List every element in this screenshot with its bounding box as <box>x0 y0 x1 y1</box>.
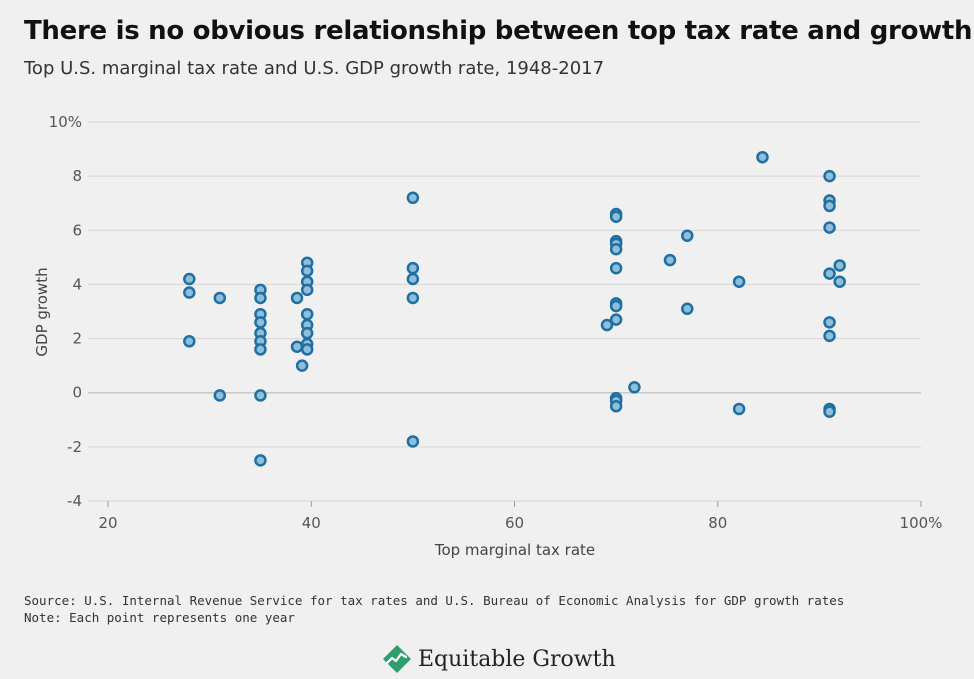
data-point[interactable] <box>663 253 677 267</box>
data-point[interactable] <box>406 272 420 286</box>
data-point[interactable] <box>823 405 836 418</box>
brand-name: Equitable Growth <box>418 646 616 672</box>
data-point[interactable] <box>609 261 623 275</box>
data-point[interactable] <box>254 291 267 305</box>
grid-lines <box>88 121 921 502</box>
footnote: Note: Each point represents one year <box>24 610 295 625</box>
data-point[interactable] <box>681 229 694 242</box>
data-point[interactable] <box>406 435 420 448</box>
x-tick-label: 20 <box>98 514 117 532</box>
x-tick-label: 60 <box>505 514 524 532</box>
data-point[interactable] <box>254 389 267 402</box>
data-points <box>183 150 846 467</box>
data-point[interactable] <box>823 169 836 183</box>
x-tick-label: 40 <box>302 514 321 532</box>
data-point[interactable] <box>254 343 267 356</box>
data-point[interactable] <box>183 286 196 299</box>
y-tick-label: 2 <box>72 330 82 348</box>
data-point[interactable] <box>300 283 314 297</box>
y-tick-label: 8 <box>72 167 82 185</box>
data-point[interactable] <box>254 316 267 329</box>
y-tick-label: 10% <box>49 113 82 131</box>
data-point[interactable] <box>823 221 836 234</box>
data-point[interactable] <box>732 402 746 416</box>
x-axis-ticks: 20 40 60 80 100% <box>98 501 942 532</box>
y-axis-label: GDP growth <box>33 267 51 356</box>
data-point[interactable] <box>406 291 420 305</box>
y-tick-label: 4 <box>72 275 82 293</box>
data-point[interactable] <box>183 335 196 348</box>
data-point[interactable] <box>823 316 836 329</box>
y-axis-ticks: -4 -2 0 2 4 6 8 10% <box>49 113 82 510</box>
data-point[interactable] <box>406 261 420 275</box>
brand-logo[interactable]: Equitable Growth <box>382 642 616 676</box>
data-point[interactable] <box>609 210 623 223</box>
data-point[interactable] <box>823 199 836 213</box>
growth-chart-leaf-icon <box>383 645 411 673</box>
chart-subtitle: Top U.S. marginal tax rate and U.S. GDP … <box>24 58 605 79</box>
data-point[interactable] <box>290 340 304 353</box>
x-tick-label: 80 <box>708 514 727 532</box>
data-point[interactable] <box>300 264 314 278</box>
data-point[interactable] <box>609 313 623 326</box>
y-tick-label: 6 <box>72 221 82 239</box>
data-point[interactable] <box>609 400 623 413</box>
data-point[interactable] <box>300 307 314 321</box>
data-point[interactable] <box>254 454 267 467</box>
source-note: Source: U.S. Internal Revenue Service fo… <box>24 593 845 608</box>
data-point[interactable] <box>600 318 614 332</box>
data-point[interactable] <box>628 381 641 394</box>
data-point[interactable] <box>681 302 694 316</box>
data-point[interactable] <box>732 275 746 288</box>
data-point[interactable] <box>823 329 836 343</box>
data-point[interactable] <box>300 326 314 340</box>
data-point[interactable] <box>609 299 623 313</box>
y-tick-label: -2 <box>67 438 82 456</box>
data-point[interactable] <box>300 343 314 356</box>
data-point[interactable] <box>609 242 623 256</box>
x-axis-label: Top marginal tax rate <box>434 541 595 559</box>
data-point[interactable] <box>213 389 227 402</box>
y-tick-label: -4 <box>67 492 82 510</box>
data-point[interactable] <box>406 191 420 205</box>
data-point[interactable] <box>290 291 304 305</box>
chart-title: There is no obvious relationship between… <box>24 16 973 46</box>
data-point[interactable] <box>823 267 836 280</box>
data-point[interactable] <box>833 259 846 272</box>
data-point[interactable] <box>756 150 769 164</box>
data-point[interactable] <box>183 272 196 286</box>
data-point[interactable] <box>295 359 309 372</box>
data-point[interactable] <box>213 291 227 305</box>
x-tick-label: 100% <box>900 514 943 532</box>
scatter-chart: -4 -2 0 2 4 6 8 10% 20 40 60 80 100% GDP growth Top… <box>33 113 942 559</box>
data-point[interactable] <box>833 275 846 288</box>
y-tick-label: 0 <box>72 384 82 402</box>
